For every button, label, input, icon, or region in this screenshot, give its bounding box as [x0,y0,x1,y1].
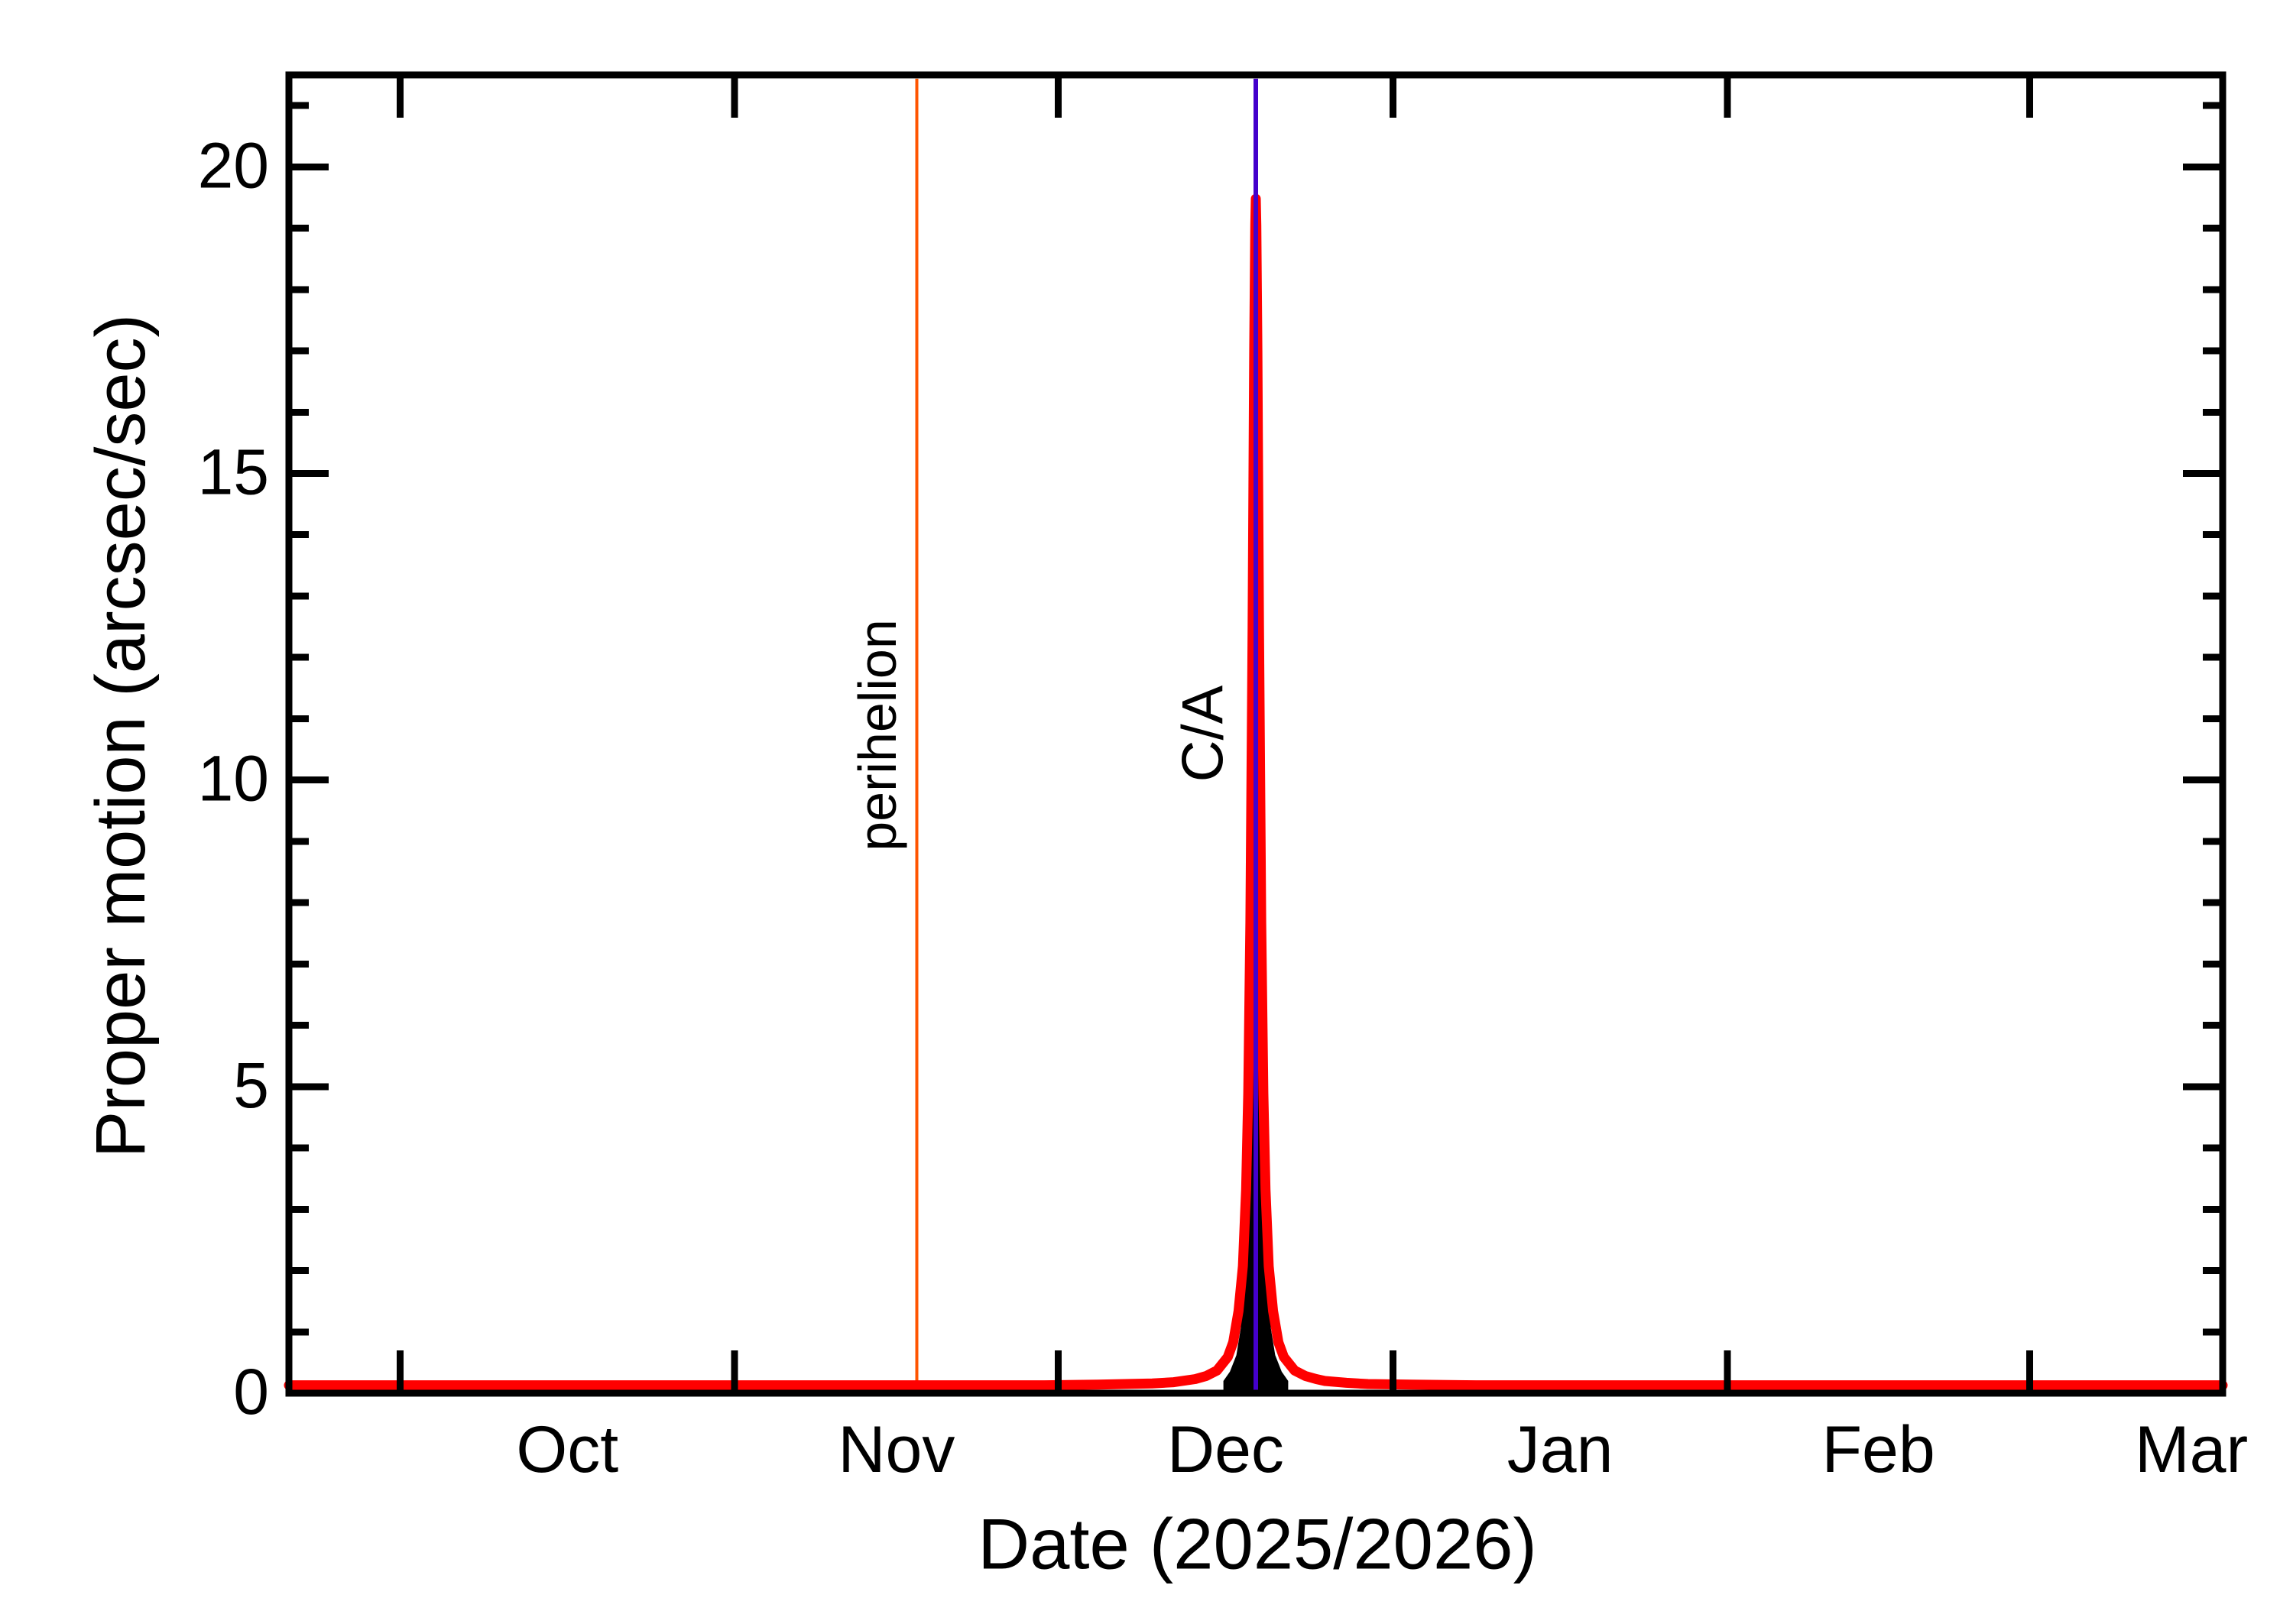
closest-approach-annotation-label: C/A [1171,685,1236,782]
x-tick-label-feb: Feb [1822,1413,1935,1486]
x-tick-label-oct: Oct [516,1413,618,1486]
y-tick-label: 10 [198,743,269,815]
x-tick-label-mar: Mar [2135,1413,2248,1486]
x-tick-label-jan: Jan [1507,1413,1614,1486]
x-tick-label-dec: Dec [1167,1413,1284,1486]
y-tick-label: 20 [198,129,269,201]
y-tick-label: 15 [198,436,269,508]
y-tick-label: 0 [233,1356,269,1428]
perihelion-annotation-label: perihelion [848,619,907,851]
x-tick-label-nov: Nov [838,1413,955,1486]
y-axis-title: Proper motion (arcsec/sec) [82,314,160,1158]
y-tick-label: 5 [233,1049,269,1121]
x-axis-title: Date (2025/2026) [978,1504,1537,1584]
plot-border [285,71,2227,1397]
